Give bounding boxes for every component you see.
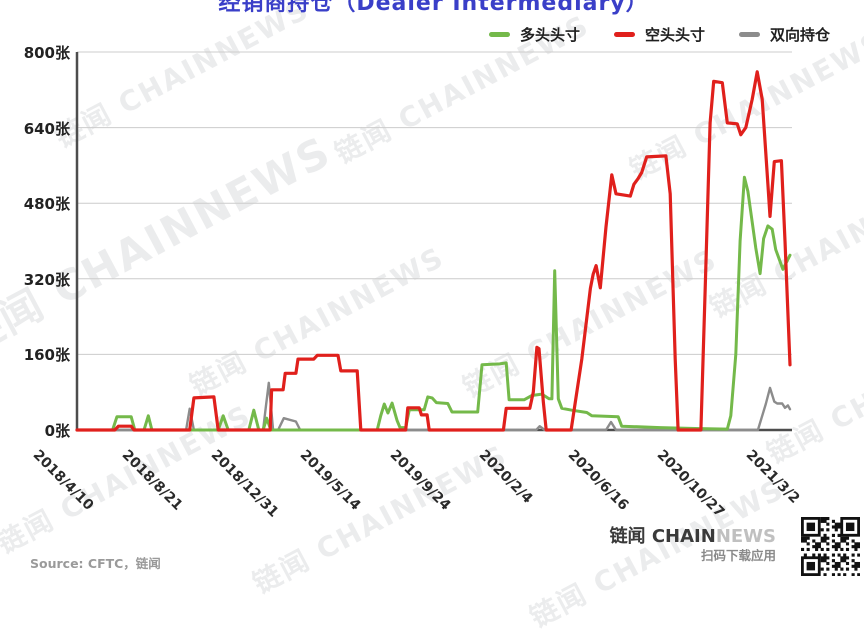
x-tick-label: 2020/10/27 bbox=[653, 447, 728, 521]
qr-pattern bbox=[801, 517, 861, 577]
x-tick-label: 2018/8/21 bbox=[118, 447, 186, 514]
x-tick-label: 2020/2/4 bbox=[475, 447, 536, 507]
legend-item-2: 双向持仓 bbox=[738, 24, 830, 45]
series-line-0 bbox=[75, 175, 792, 432]
x-tick-label: 2019/9/24 bbox=[386, 447, 453, 514]
legend-label: 双向持仓 bbox=[769, 26, 830, 44]
brand-logo: 链闻 CHAINNEWS bbox=[610, 522, 776, 548]
y-tick-label: 640张 bbox=[23, 119, 70, 138]
chart-title: 经销商持仓（Dealer Intermediary） bbox=[218, 0, 649, 16]
legend-item-1: 空头头寸 bbox=[613, 24, 705, 45]
legend-label: 空头头寸 bbox=[644, 26, 705, 44]
y-tick-label: 800张 bbox=[23, 44, 70, 62]
watermark-text: 链闻 CHAINNEWS bbox=[247, 438, 513, 601]
source-note: Source: CFTC，链闻 bbox=[30, 556, 161, 571]
x-tick-label: 2020/6/16 bbox=[564, 447, 632, 514]
brand-main: CHAIN bbox=[651, 526, 716, 547]
brand-prefix: 链闻 bbox=[609, 526, 652, 547]
y-tick-label: 320张 bbox=[23, 270, 70, 289]
y-tick-label: 160张 bbox=[23, 346, 70, 365]
x-tick-label: 2019/5/14 bbox=[297, 447, 364, 514]
legend-item-0: 多头头寸 bbox=[488, 24, 580, 45]
chart-legend: 多头头寸 空头头寸 双向持仓 bbox=[488, 24, 830, 45]
legend-marker-icon bbox=[738, 32, 760, 37]
legend-marker-icon bbox=[488, 32, 510, 37]
series-line-1 bbox=[75, 70, 792, 432]
chart-canvas bbox=[75, 51, 792, 432]
qr-code-icon bbox=[801, 517, 861, 577]
series-line-2 bbox=[75, 381, 792, 432]
x-tick-label: 2018/4/10 bbox=[29, 447, 97, 514]
brand-suffix: NEWS bbox=[715, 526, 776, 547]
qr-caption: 扫码下载应用 bbox=[700, 548, 776, 563]
legend-label: 多头头寸 bbox=[519, 26, 580, 44]
legend-marker-icon bbox=[613, 32, 635, 37]
y-tick-label: 0张 bbox=[44, 422, 70, 440]
x-tick-label: 2018/12/31 bbox=[207, 447, 282, 521]
x-tick-label: 2021/3/2 bbox=[742, 447, 803, 507]
y-tick-label: 480张 bbox=[23, 195, 70, 214]
